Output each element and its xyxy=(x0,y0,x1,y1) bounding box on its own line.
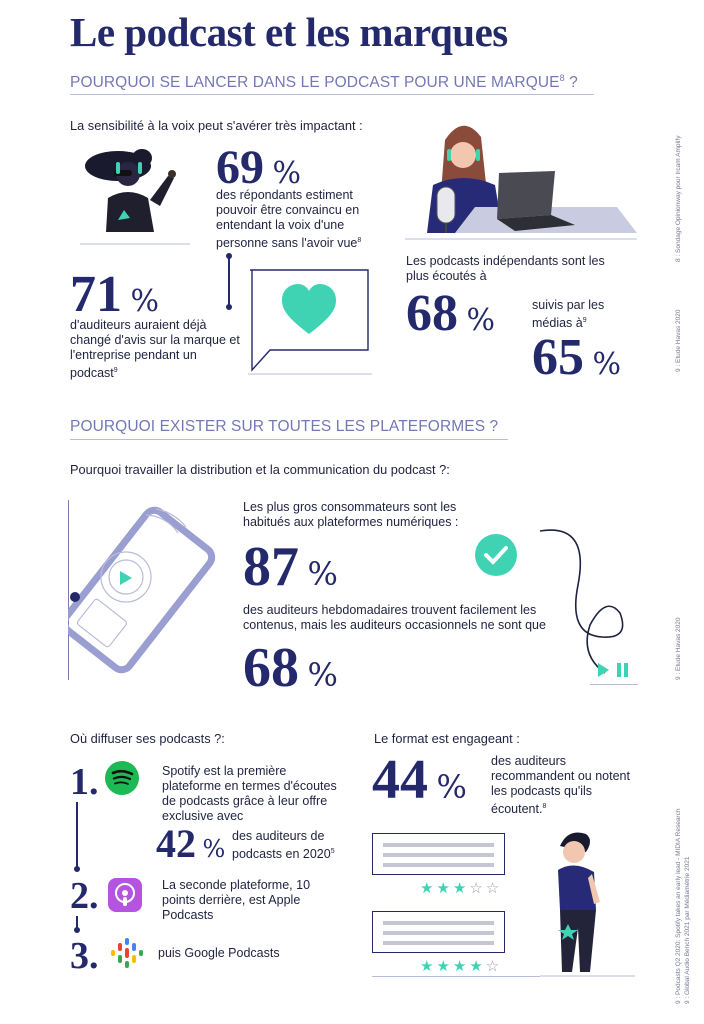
section2-text: des auditeurs hebdomadaires trouvent fac… xyxy=(243,603,546,632)
stat-44-text: des auditeurs recommandent ou notent les… xyxy=(491,754,630,817)
pause-icon[interactable] xyxy=(617,663,621,677)
section3-lead: Où diffuser ses podcasts ?: xyxy=(70,731,225,746)
stat-68-b: 68 % xyxy=(243,637,338,699)
apple-podcasts-text: La seconde plateforme, 10 points derrièr… xyxy=(162,878,311,922)
connector-line xyxy=(228,256,230,306)
heart-speech-bubble-icon xyxy=(248,269,372,375)
rating-stars: ★★★☆☆ xyxy=(420,880,503,897)
connector-line xyxy=(76,802,78,870)
connector-dot xyxy=(74,866,80,872)
spotify-icon[interactable] xyxy=(104,760,140,796)
review-card xyxy=(372,833,505,875)
divider xyxy=(70,439,508,440)
connector-dot xyxy=(226,304,232,310)
section2-intro: Les plus gros consommateurs sont les hab… xyxy=(243,500,459,529)
stat-71: 71 % xyxy=(70,266,159,323)
section2-lead: Pourquoi travailler la distribution et l… xyxy=(70,462,450,477)
pause-icon xyxy=(624,663,628,677)
stat-42-text: des auditeurs de podcasts en 20205 xyxy=(232,829,335,862)
stat-44: 44 % xyxy=(372,749,467,811)
stat-69-text: des répondants estiment pouvoir être con… xyxy=(216,188,362,251)
rank-1: 1. xyxy=(70,761,99,803)
connector-dot xyxy=(226,253,232,259)
play-icon[interactable] xyxy=(598,663,609,677)
standing-man-illustration xyxy=(540,832,635,977)
stat-65-intro: suivis par les médias à9 xyxy=(532,298,605,331)
podcaster-laptop-illustration xyxy=(405,125,637,240)
check-cable-illustration xyxy=(475,529,624,674)
stat-87: 87 % xyxy=(243,536,338,598)
section4-lead: Le format est engageant : xyxy=(374,731,520,746)
phone-play-illustration xyxy=(68,500,216,680)
divider xyxy=(372,976,540,977)
section2-heading: POURQUOI EXISTER SUR TOUTES LES PLATEFOR… xyxy=(70,418,499,435)
stat-65: 65 % xyxy=(532,329,621,386)
rank-2: 2. xyxy=(70,875,99,917)
footnote-midia: 9 : Podcasts Q2 2020: Spotify takes an e… xyxy=(675,808,682,1004)
connector-line xyxy=(76,916,78,930)
footnote-9-b: 9 : Etude Havas 2020 xyxy=(675,617,682,680)
footnote-9: 9 : Etude Havas 2020 xyxy=(675,309,682,372)
section1-heading: POURQUOI SE LANCER DANS LE PODCAST POUR … xyxy=(70,73,578,92)
footnote-8: 8 : Sondage Opinionway pour Ircam Amplif… xyxy=(675,135,682,262)
stat-68: 68 % xyxy=(406,285,495,342)
apple-podcasts-icon[interactable] xyxy=(108,878,142,912)
rank-3: 3. xyxy=(70,935,99,977)
headphones-woman-illustration xyxy=(80,149,190,245)
section1-lead: La sensibilité à la voix peut s'avérer t… xyxy=(70,118,363,133)
divider xyxy=(70,94,594,95)
spotify-text: Spotify est la première plateforme en te… xyxy=(162,764,337,823)
stat-68-intro: Les podcasts indépendants sont les plus … xyxy=(406,254,605,283)
review-card xyxy=(372,911,505,953)
rating-stars: ★★★★☆ xyxy=(420,958,503,975)
google-podcasts-text: puis Google Podcasts xyxy=(158,946,280,960)
footnote-mediametrie: 9 : Global Audio Bench 2021 par Médiamét… xyxy=(684,856,691,1004)
stat-71-text: d'auditeurs auraient déjà changé d'avis … xyxy=(70,318,240,381)
stat-69: 69 % xyxy=(216,141,301,194)
google-podcasts-icon[interactable] xyxy=(110,938,144,968)
divider xyxy=(590,684,638,685)
stat-42: 42 % xyxy=(156,821,226,866)
connector-dot xyxy=(74,927,80,933)
page-title: Le podcast et les marques xyxy=(70,9,508,55)
